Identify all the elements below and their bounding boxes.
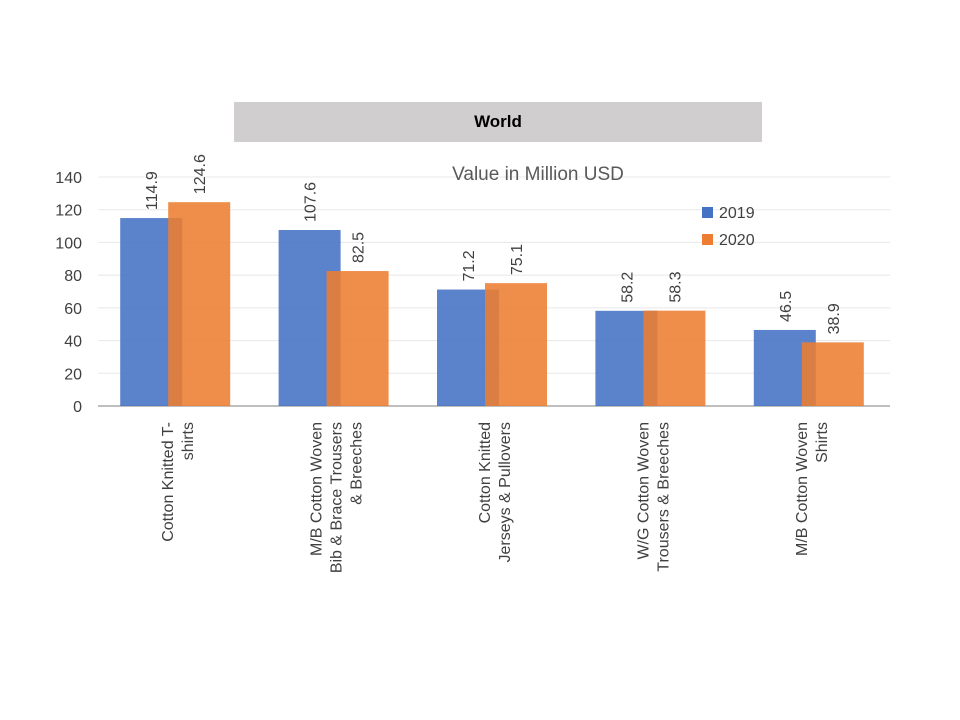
chart-title: World — [474, 112, 522, 131]
chart-title-banner: World — [234, 102, 762, 142]
category-label: & Breeches — [349, 422, 366, 505]
bar-2020-0 — [168, 202, 231, 406]
data-label: 75.1 — [509, 244, 526, 275]
category-label: Cotton Knitted T- — [160, 422, 177, 542]
y-tick-label: 40 — [64, 334, 82, 351]
bars — [120, 202, 864, 406]
bar-2020-3 — [643, 310, 706, 406]
data-label: 46.5 — [778, 291, 795, 322]
data-label: 58.3 — [667, 271, 684, 302]
category-label: Trousers & Breeches — [655, 422, 672, 572]
data-labels: 114.9 124.6 107.6 82.5 71.2 75.1 58.2 58.3 46.5 3… — [144, 154, 843, 334]
data-label: 114.9 — [144, 171, 161, 210]
data-label: 71.2 — [461, 250, 478, 281]
legend-swatch-2019 — [702, 207, 713, 218]
bar-2020-1 — [326, 271, 389, 406]
y-tick-label: 140 — [55, 170, 82, 187]
y-tick-label: 100 — [55, 235, 82, 252]
category-label: shirts — [180, 422, 197, 460]
category-label: M/B Cotton Woven — [309, 422, 326, 556]
data-label: 124.6 — [192, 154, 209, 194]
y-tick-label: 60 — [64, 301, 82, 318]
legend-label: 2020 — [719, 232, 755, 249]
data-label: 58.2 — [619, 272, 636, 303]
category-label: M/B Cotton Woven — [794, 422, 811, 556]
category-label: Shirts — [814, 422, 831, 463]
y-axis-ticks: 0 20 40 60 80 100 120 140 — [55, 170, 82, 416]
data-label: 38.9 — [826, 303, 843, 334]
category-labels: Cotton Knitted T-shirts M/B Cotton Woven B… — [160, 422, 831, 573]
category-label: Jerseys & Pullovers — [497, 422, 514, 563]
y-tick-label: 80 — [64, 268, 82, 285]
chart-subtitle: Value in Million USD — [452, 164, 624, 185]
data-label: 82.5 — [351, 232, 368, 263]
y-tick-label: 0 — [73, 399, 82, 416]
data-label: 107.6 — [303, 182, 320, 222]
y-tick-label: 20 — [64, 366, 82, 383]
bar-2020-4 — [801, 342, 864, 406]
category-label: Cotton Knitted — [477, 422, 494, 523]
y-tick-label: 120 — [55, 203, 82, 220]
legend-label: 2019 — [719, 205, 755, 222]
category-label: Bib & Brace Trousers — [329, 422, 346, 573]
bar-2020-2 — [485, 283, 547, 406]
legend: 2019 2020 — [702, 205, 755, 249]
category-label: W/G Cotton Woven — [635, 422, 652, 560]
legend-swatch-2020 — [702, 234, 713, 245]
